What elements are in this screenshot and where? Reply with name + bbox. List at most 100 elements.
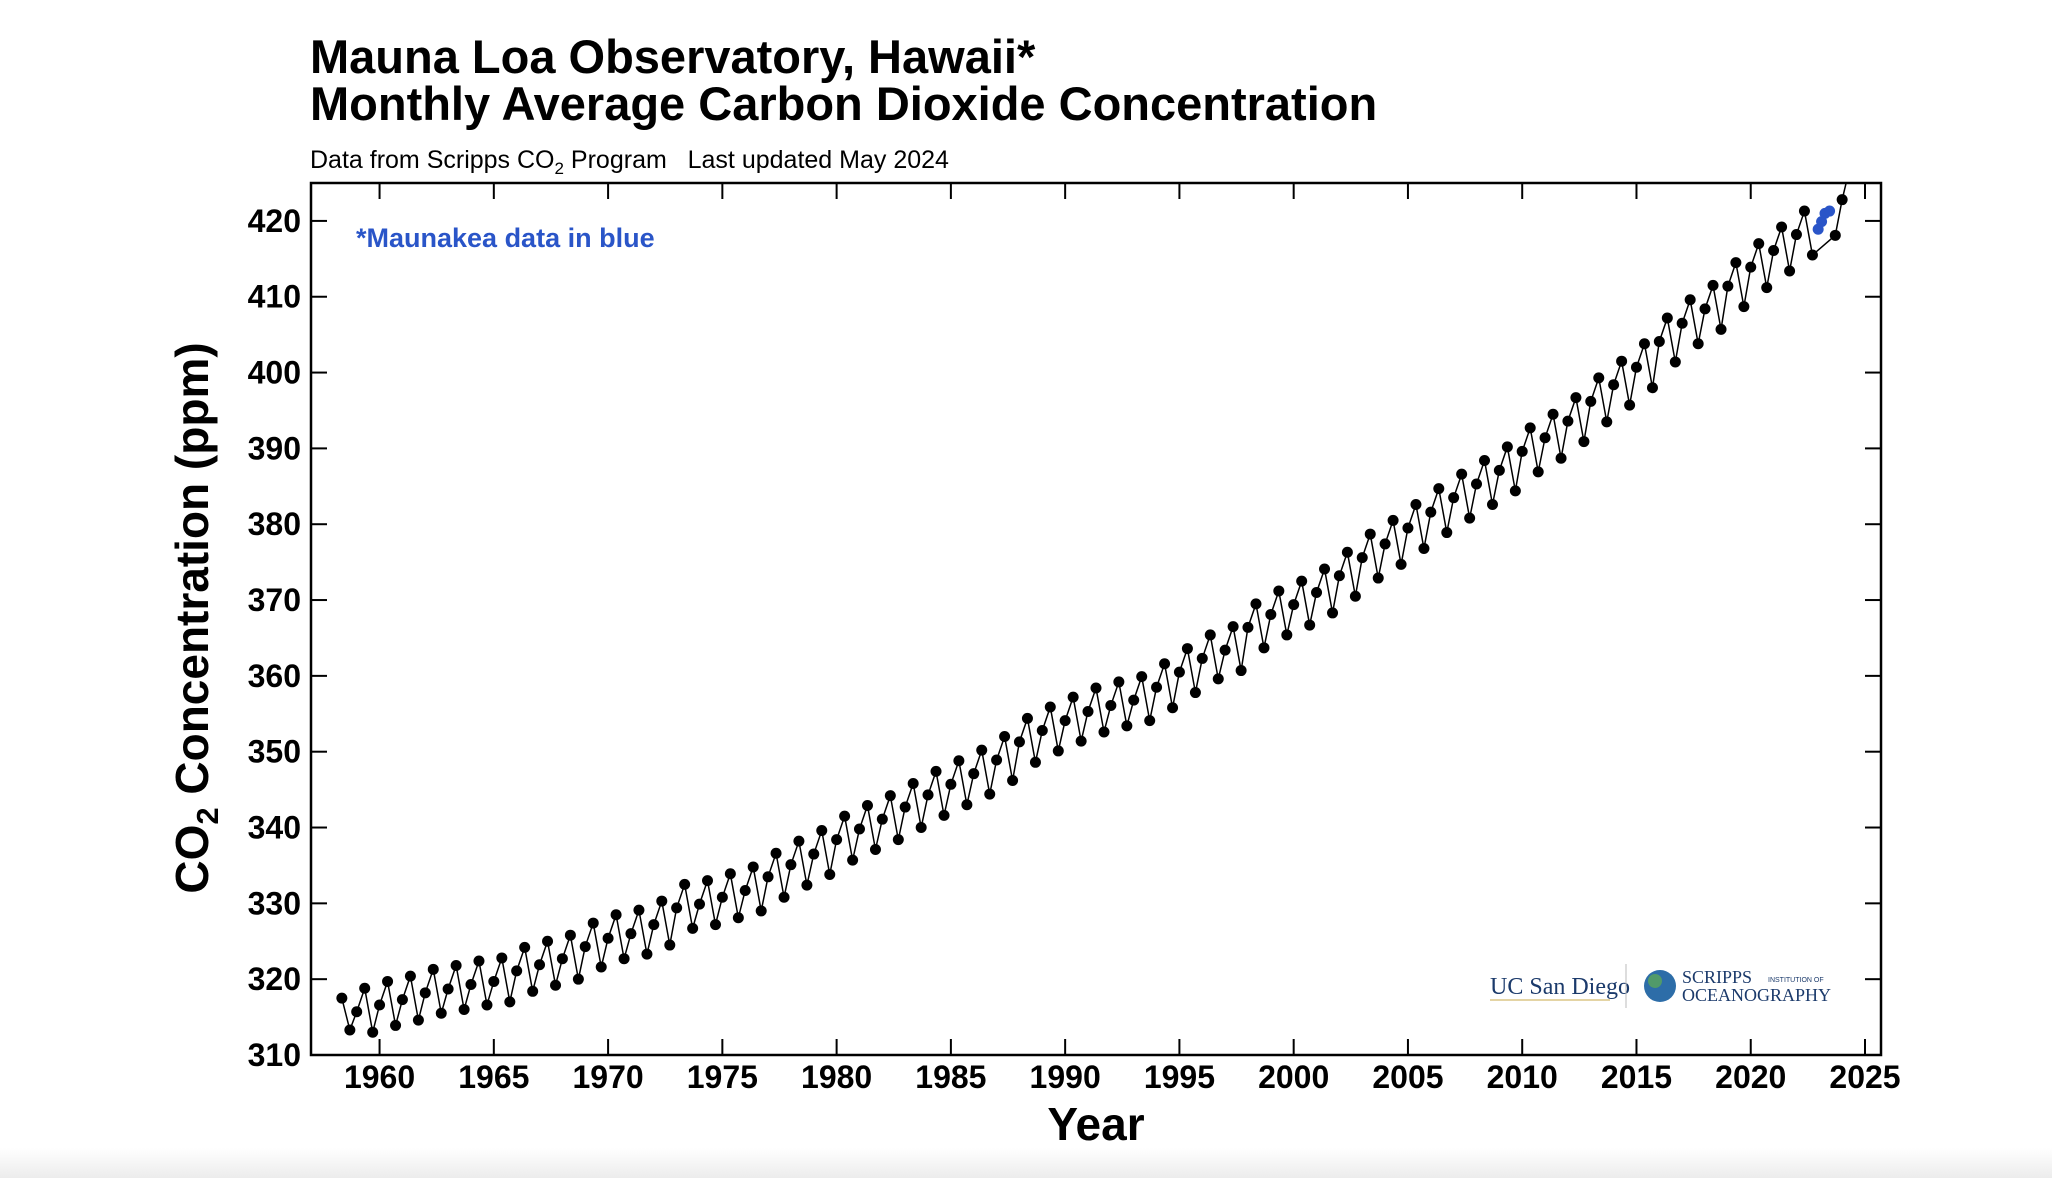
data-point	[1715, 323, 1727, 335]
data-point	[556, 953, 568, 965]
data-point	[382, 975, 394, 987]
plot-area	[336, 183, 1848, 1038]
data-point	[1745, 261, 1757, 273]
data-point	[892, 834, 904, 846]
data-point	[1258, 642, 1270, 654]
data-point	[793, 835, 805, 847]
data-point	[1570, 392, 1582, 404]
data-point	[579, 941, 591, 953]
data-point	[1661, 312, 1673, 324]
data-point	[648, 919, 660, 931]
data-point	[1616, 355, 1628, 367]
data-point	[1082, 706, 1094, 718]
data-point	[1296, 575, 1308, 587]
data-point	[664, 939, 676, 951]
x-tick-label: 1980	[801, 1059, 872, 1095]
data-point	[778, 891, 790, 903]
data-point	[534, 959, 546, 971]
data-point	[564, 929, 576, 941]
data-point	[1242, 621, 1254, 633]
data-point	[938, 809, 950, 821]
data-point	[1372, 572, 1384, 584]
data-point	[527, 985, 539, 997]
data-point	[1836, 194, 1848, 206]
y-tick-label: 380	[248, 506, 301, 542]
data-point	[610, 909, 622, 921]
data-point	[1151, 681, 1163, 693]
data-point	[1669, 356, 1681, 368]
y-tick-label: 350	[248, 734, 301, 770]
logo-text: INSTITUTION OF	[1768, 977, 1824, 984]
data-point	[1829, 229, 1841, 241]
data-point	[953, 755, 965, 767]
data-point	[1304, 619, 1316, 631]
data-point	[991, 754, 1003, 766]
y-tick-label: 360	[248, 658, 301, 694]
data-point	[1624, 399, 1636, 411]
data-point	[1159, 658, 1171, 670]
data-point	[1798, 205, 1810, 217]
data-point	[602, 932, 614, 944]
data-point	[922, 789, 934, 801]
data-point	[1235, 665, 1247, 677]
data-point	[1402, 522, 1414, 534]
data-point	[1265, 608, 1277, 620]
data-point	[930, 765, 942, 777]
data-point	[633, 904, 645, 916]
data-point	[961, 799, 973, 811]
data-point	[542, 935, 554, 947]
data-point	[801, 879, 813, 891]
data-point	[618, 953, 630, 965]
data-point	[876, 813, 888, 825]
data-point	[1288, 599, 1300, 611]
data-point	[1075, 735, 1087, 747]
y-tick-label: 420	[248, 203, 301, 239]
data-point	[1121, 720, 1133, 732]
x-tick-label: 1970	[572, 1059, 643, 1095]
data-point	[1128, 694, 1140, 706]
chart-title: Monthly Average Carbon Dioxide Concentra…	[310, 77, 1377, 130]
data-point	[1387, 514, 1399, 526]
x-tick-label: 1965	[458, 1059, 529, 1095]
series-line	[341, 183, 1847, 1033]
x-tick-label: 2000	[1258, 1059, 1329, 1095]
x-tick-label: 2015	[1601, 1059, 1672, 1095]
data-point	[1516, 445, 1528, 457]
data-point	[1356, 552, 1368, 564]
data-point	[1098, 726, 1110, 738]
data-point	[1471, 478, 1483, 490]
data-point	[907, 778, 919, 790]
data-point	[1349, 590, 1361, 602]
data-point	[1052, 745, 1064, 757]
data-point	[450, 960, 462, 972]
data-point	[1036, 724, 1048, 736]
data-point	[1219, 644, 1231, 656]
data-point	[839, 810, 851, 822]
data-point	[656, 895, 668, 907]
data-point	[1021, 712, 1033, 724]
data-point	[1638, 338, 1650, 350]
data-point	[1007, 775, 1019, 787]
data-point	[465, 978, 477, 990]
chart-subtitle: Data from Scripps CO2 Program Last updat…	[310, 146, 949, 178]
data-point	[899, 801, 911, 813]
data-point	[770, 847, 782, 859]
y-tick-label: 390	[248, 430, 301, 466]
data-point	[1532, 466, 1544, 478]
data-point	[641, 948, 653, 960]
logo-text: UC San Diego	[1490, 974, 1630, 1000]
data-point	[847, 854, 859, 866]
data-point	[1167, 702, 1179, 714]
logo-text: SCRIPPS	[1682, 967, 1752, 987]
data-point	[1105, 699, 1117, 711]
data-point	[1173, 666, 1185, 678]
data-point	[1379, 538, 1391, 550]
data-point	[732, 912, 744, 924]
data-point	[1578, 436, 1590, 448]
data-point	[1433, 483, 1445, 495]
data-point	[488, 975, 500, 987]
data-point	[1181, 643, 1193, 655]
data-point	[1418, 542, 1430, 554]
data-point	[1707, 279, 1719, 291]
